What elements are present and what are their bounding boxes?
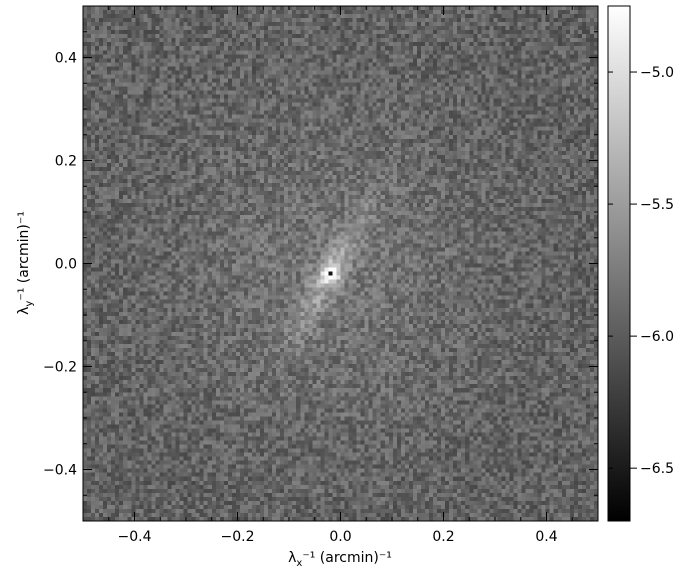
colorbar-tick-label: −5.5 — [640, 197, 674, 213]
x-tick-label: 0.4 — [535, 529, 557, 545]
colorbar-tick-label: −6.0 — [640, 329, 674, 345]
colorbar-tick-label: −5.0 — [640, 65, 674, 81]
y-tick-label: −0.4 — [43, 463, 77, 479]
heatmap-image — [83, 6, 598, 521]
y-tick-label: 0.4 — [55, 51, 77, 67]
colorbar-frame — [607, 5, 631, 522]
x-tick-label: 0.0 — [329, 529, 351, 545]
y-axis-label: λy⁻¹ (arcmin)⁻¹ — [16, 211, 35, 315]
y-axis: −0.4 −0.2 0.0 0.2 0.4 — [43, 31, 598, 496]
x-tick-label: 0.2 — [432, 529, 454, 545]
x-axis: −0.4 −0.2 0.0 0.2 0.4 — [108, 6, 573, 545]
colorbar-axis: −5.0 −5.5 −6.0 −6.5 — [608, 65, 674, 477]
colorbar-tick-label: −6.5 — [640, 461, 674, 477]
x-axis-label: λx⁻¹ (arcmin)⁻¹ — [288, 550, 392, 569]
y-tick-label: 0.2 — [55, 154, 77, 170]
x-tick-label: −0.2 — [221, 529, 255, 545]
colorbar — [608, 6, 630, 521]
x-tick-label: −0.4 — [118, 529, 152, 545]
y-tick-label: −0.2 — [43, 360, 77, 376]
y-tick-label: 0.0 — [55, 257, 77, 273]
